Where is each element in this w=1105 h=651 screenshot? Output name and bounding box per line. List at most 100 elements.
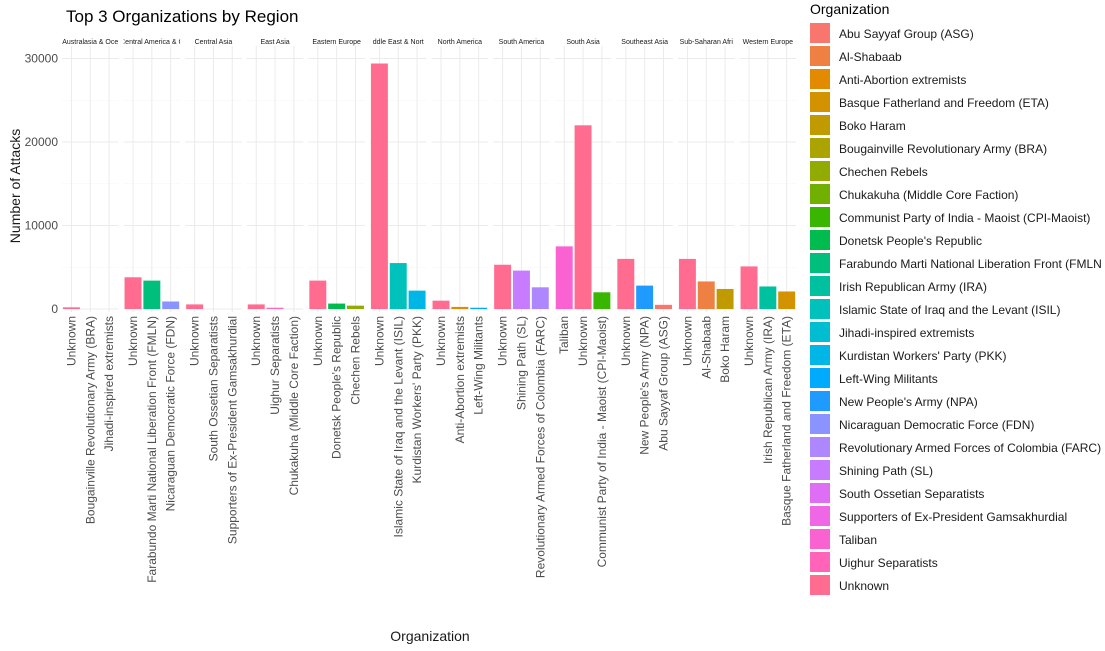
legend-item: Unknown — [810, 575, 889, 595]
x-tick-label: Anti-Abortion extremists — [453, 316, 467, 443]
bar — [740, 266, 758, 309]
legend-label: Irish Republican Army (IRA) — [839, 280, 987, 294]
facet-strip-label: Southeast Asia — [621, 39, 668, 46]
legend-item: Uighur Separatists — [810, 552, 938, 572]
bar — [162, 301, 180, 309]
bar — [778, 291, 796, 309]
x-tick-label: Islamic State of Iraq and the Levant (IS… — [391, 316, 405, 537]
legend-item: Nicaraguan Democratic Force (FDN) — [810, 414, 1034, 434]
x-tick-label: Unknown — [64, 316, 78, 366]
bar — [347, 305, 364, 309]
bar — [266, 307, 284, 309]
legend-label: Taliban — [839, 533, 877, 547]
facet-panel: Sub-Saharan Afri Unknown Al-Shabaab Boko Ha… — [678, 39, 735, 383]
x-tick-label: Unknown — [188, 316, 202, 366]
bar — [247, 304, 265, 309]
legend-item: Left-Wing Militants — [810, 368, 938, 388]
legend-item: Farabundo Marti National Liberation Fron… — [810, 253, 1102, 273]
legend-swatch — [810, 506, 830, 526]
facet-strip-label: Western Europe — [743, 39, 794, 46]
legend-label: Shining Path (SL) — [839, 464, 933, 478]
bar — [555, 246, 573, 309]
legend-label: Nicaraguan Democratic Force (FDN) — [839, 418, 1034, 432]
legend-swatch — [810, 368, 830, 388]
legend-label: Boko Haram — [839, 119, 906, 133]
legend-swatch — [810, 437, 830, 457]
legend-label: Al-Shabaab — [839, 50, 902, 64]
x-tick-label: Taliban — [557, 316, 571, 354]
facet-panel: North America Unknown Anti-Abortion extrem… — [431, 39, 489, 443]
x-tick-label: Kurdistan Workers' Party (PKK) — [410, 316, 424, 483]
x-tick-label: Shining Path (SL) — [514, 316, 528, 410]
legend-swatch — [810, 138, 830, 158]
x-tick-label: Unknown — [742, 316, 756, 366]
legend-item: Abu Sayyaf Group (ASG) — [810, 23, 974, 43]
legend-swatch — [810, 184, 830, 204]
legend-swatch — [810, 161, 830, 181]
x-tick-label: Chechen Rebels — [348, 316, 362, 405]
facet-strip-label: South America — [499, 39, 545, 46]
legend-label: Abu Sayyaf Group (ASG) — [839, 27, 974, 41]
facet-strip-label: Central America & C — [120, 39, 183, 46]
legend-item: Communist Party of India - Maoist (CPI-M… — [810, 207, 1090, 227]
facet-panel: South America Unknown Shining Path (SL) Rev… — [493, 39, 550, 578]
facet-panel: Southeast Asia Unknown New People's Army (… — [616, 39, 673, 455]
x-tick-label: Unknown — [680, 316, 694, 366]
facet-strip-label: Australasia & Oce — [62, 39, 118, 46]
facet-panel: Western Europe Unknown Irish Republican Ar… — [739, 39, 797, 526]
facet-strip-label: East Asia — [260, 39, 289, 46]
x-tick-label: Unknown — [434, 316, 448, 366]
legend-swatch — [810, 92, 830, 112]
bar — [143, 280, 161, 309]
legend-label: South Ossetian Separatists — [839, 487, 984, 501]
legend-label: Left-Wing Militants — [839, 372, 938, 386]
legend-item: Supporters of Ex-President Gamsakhurdial — [810, 506, 1067, 526]
legend-item: Irish Republican Army (IRA) — [810, 276, 987, 296]
bar — [124, 277, 142, 309]
bar — [408, 290, 426, 309]
legend-label: Farabundo Marti National Liberation Fron… — [839, 257, 1102, 271]
x-tick-label: Irish Republican Army (IRA) — [761, 316, 775, 464]
legend-swatch — [810, 552, 830, 572]
legend-swatch — [810, 23, 830, 43]
y-tick-label: 20000 — [25, 135, 59, 149]
facet-strip-label: North America — [438, 39, 482, 46]
bar — [62, 307, 80, 309]
legend-label: Anti-Abortion extremists — [839, 73, 966, 87]
x-tick-label: Jihadi-inspired extremists — [102, 316, 116, 451]
x-tick-label: Donetsk People's Republic — [330, 316, 344, 459]
x-tick-label: South Ossetian Separatists — [206, 316, 220, 461]
facet-panel: Central America & C Unknown Farabundo Mart… — [120, 39, 183, 583]
legend-label: Chukakuha (Middle Core Faction) — [839, 188, 1018, 202]
legend-label: Donetsk People's Republic — [839, 234, 982, 248]
x-tick-label: Revolutionary Armed Forces of Colombia (… — [533, 316, 547, 578]
legend-label: Chechen Rebels — [839, 165, 928, 179]
legend-item: Anti-Abortion extremists — [810, 69, 966, 89]
legend-swatch — [810, 230, 830, 250]
legend-item: Boko Haram — [810, 115, 906, 135]
legend-item: Taliban — [810, 529, 877, 549]
legend-label: New People's Army (NPA) — [839, 395, 978, 409]
legend-swatch — [810, 299, 830, 319]
bar — [636, 285, 654, 309]
legend-swatch — [810, 46, 830, 66]
legend-label: Bougainville Revolutionary Army (BRA) — [839, 142, 1047, 156]
x-tick-label: Unknown — [372, 316, 386, 366]
facet-panel: East Asia Unknown Uighur Separatists Chukak… — [246, 39, 304, 495]
x-tick-label: Chukakuha (Middle Core Faction) — [287, 316, 301, 495]
facet-strip-label: Sub-Saharan Afri — [680, 39, 734, 46]
x-tick-label: Unknown — [496, 316, 510, 366]
facet-strip-label: Central Asia — [195, 39, 233, 46]
facet-panel: South Asia Taliban Unknown Communist Party … — [554, 39, 612, 567]
legend-swatch — [810, 115, 830, 135]
x-tick-label: Unknown — [126, 316, 140, 366]
legend-item: New People's Army (NPA) — [810, 391, 978, 411]
facet-strip-label: ddle East & Nort — [373, 39, 424, 46]
legend-swatch — [810, 69, 830, 89]
legend-swatch — [810, 529, 830, 549]
legend-swatch — [810, 322, 830, 342]
legend-label: Jihadi-inspired extremists — [839, 326, 974, 340]
bar — [697, 281, 715, 309]
